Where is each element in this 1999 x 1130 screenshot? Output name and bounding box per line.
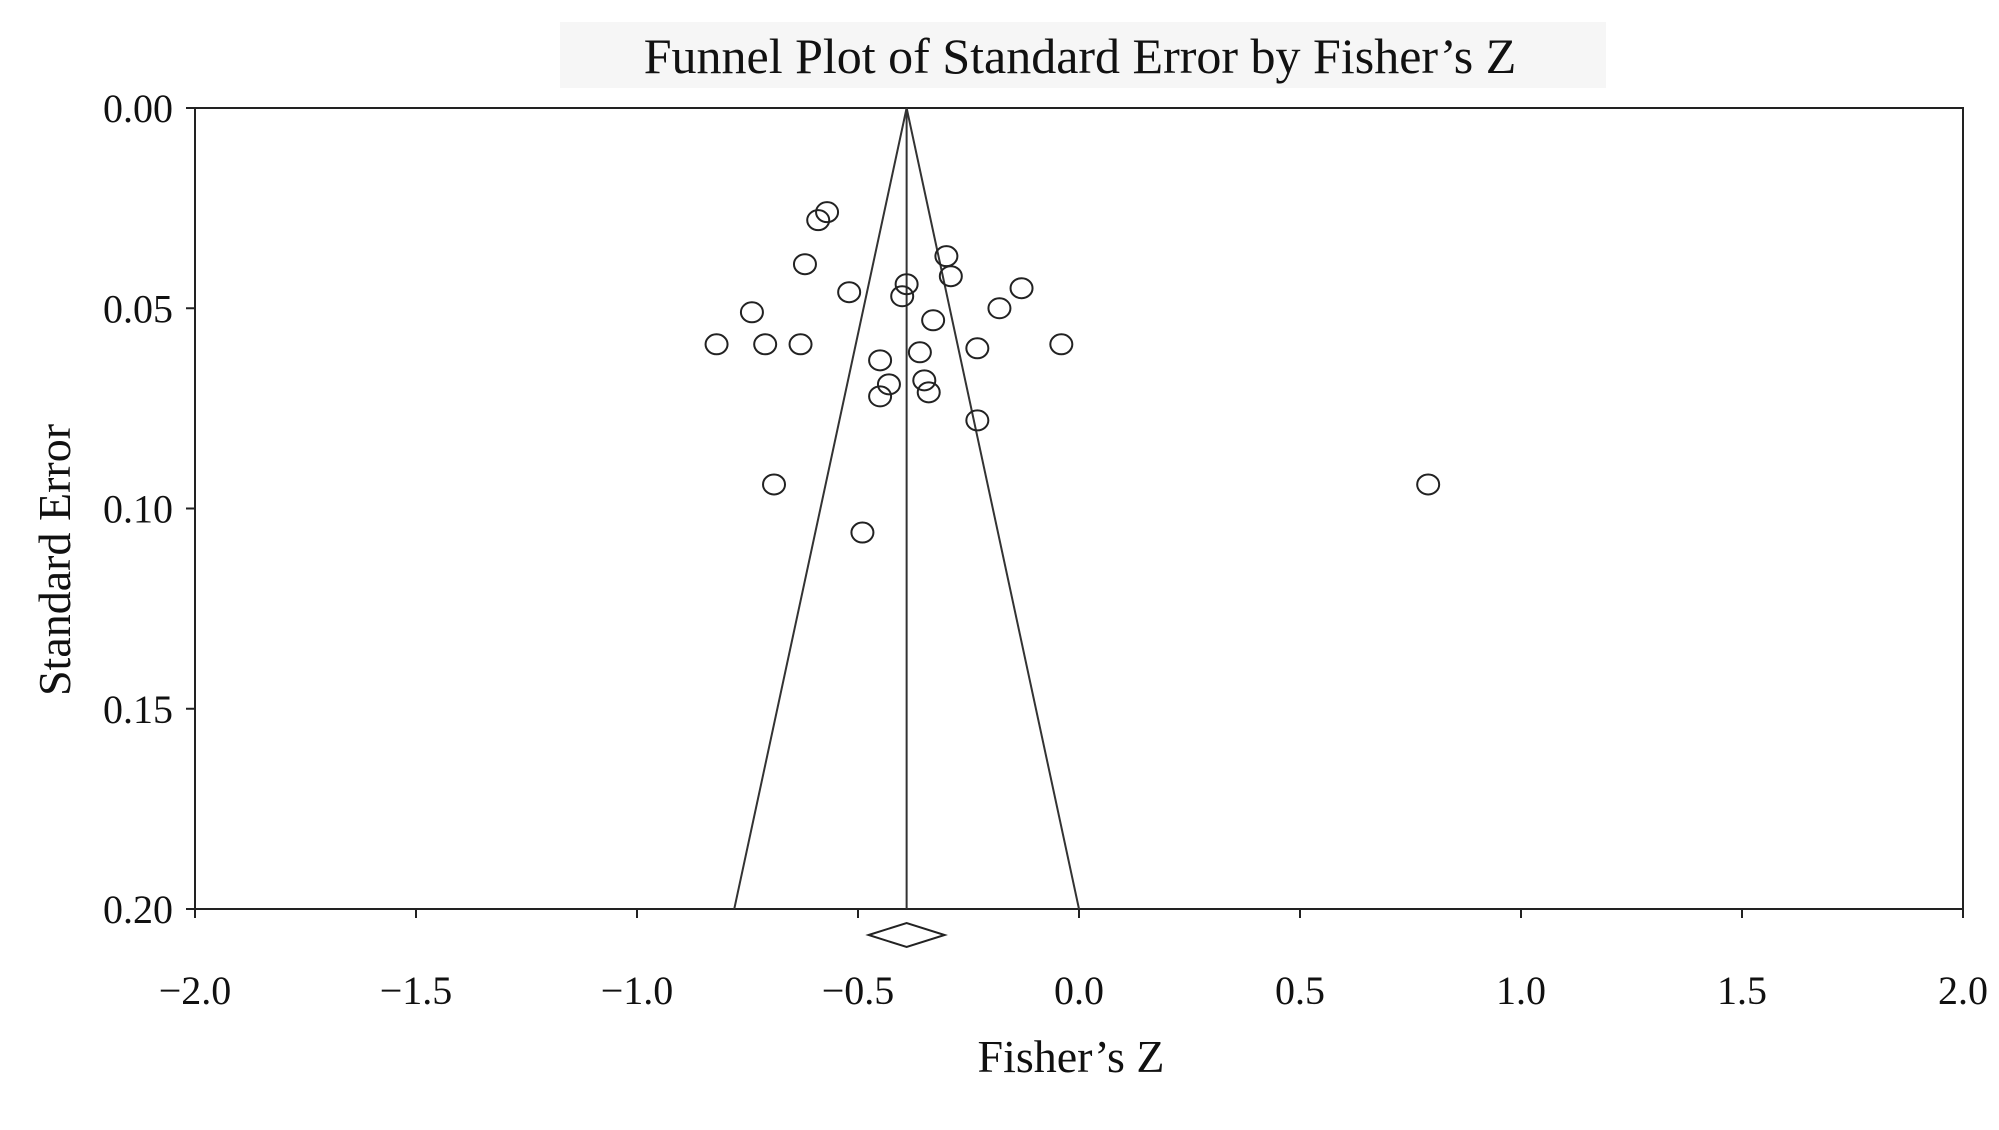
pooled-estimate-diamond bbox=[865, 921, 948, 949]
study-point bbox=[894, 273, 919, 296]
study-point bbox=[704, 333, 729, 356]
x-tick-label: 2.0 bbox=[1938, 968, 1988, 1013]
x-tick-label: −1.5 bbox=[380, 968, 453, 1013]
y-tick-label: 0.05 bbox=[103, 286, 173, 331]
study-point bbox=[965, 337, 990, 360]
x-tick-label: 1.0 bbox=[1496, 968, 1546, 1013]
study-point bbox=[792, 253, 817, 276]
study-point bbox=[739, 301, 764, 324]
chart-title: Funnel Plot of Standard Error by Fisher’… bbox=[644, 28, 1517, 84]
x-axis-label: Fisher’s Z bbox=[978, 1031, 1165, 1082]
study-point bbox=[876, 373, 901, 396]
y-tick-label: 0.10 bbox=[103, 487, 173, 532]
x-tick-label: 0.0 bbox=[1054, 968, 1104, 1013]
study-point bbox=[987, 297, 1012, 320]
study-point bbox=[868, 349, 893, 372]
y-tick-label: 0.15 bbox=[103, 687, 173, 732]
funnel-left-line bbox=[733, 107, 908, 910]
study-point bbox=[890, 285, 915, 308]
study-point bbox=[868, 385, 893, 408]
study-point bbox=[837, 281, 862, 304]
study-point bbox=[938, 265, 963, 288]
study-point bbox=[921, 309, 946, 332]
study-point bbox=[1009, 277, 1034, 300]
x-tick-label: −2.0 bbox=[159, 968, 232, 1013]
y-tick-label: 0.20 bbox=[103, 887, 173, 932]
study-point bbox=[762, 473, 787, 496]
x-tick-label: −1.0 bbox=[601, 968, 674, 1013]
study-point bbox=[907, 341, 932, 364]
study-point bbox=[1049, 333, 1074, 356]
study-point bbox=[965, 409, 990, 432]
study-point bbox=[912, 369, 937, 392]
study-point bbox=[753, 333, 778, 356]
x-tick-label: −0.5 bbox=[822, 968, 895, 1013]
x-tick-label: 1.5 bbox=[1717, 968, 1767, 1013]
plot-frame bbox=[194, 107, 1964, 910]
funnel-right-line bbox=[905, 107, 1080, 910]
study-point bbox=[916, 381, 941, 404]
plot-area: −2.0 −1.5 −1.0 −0.5 0.0 0.5 1.0 1.5 2.0 0.00 0.05 0… bbox=[103, 86, 1988, 1013]
y-tick-label: 0.00 bbox=[103, 86, 173, 131]
study-point bbox=[788, 333, 813, 356]
y-axis-label: Standard Error bbox=[29, 424, 80, 696]
study-point bbox=[815, 201, 840, 224]
study-point bbox=[806, 209, 831, 232]
x-tick-label: 0.5 bbox=[1275, 968, 1325, 1013]
study-point bbox=[850, 521, 875, 544]
study-point bbox=[1416, 473, 1441, 496]
title-background bbox=[560, 22, 1606, 88]
